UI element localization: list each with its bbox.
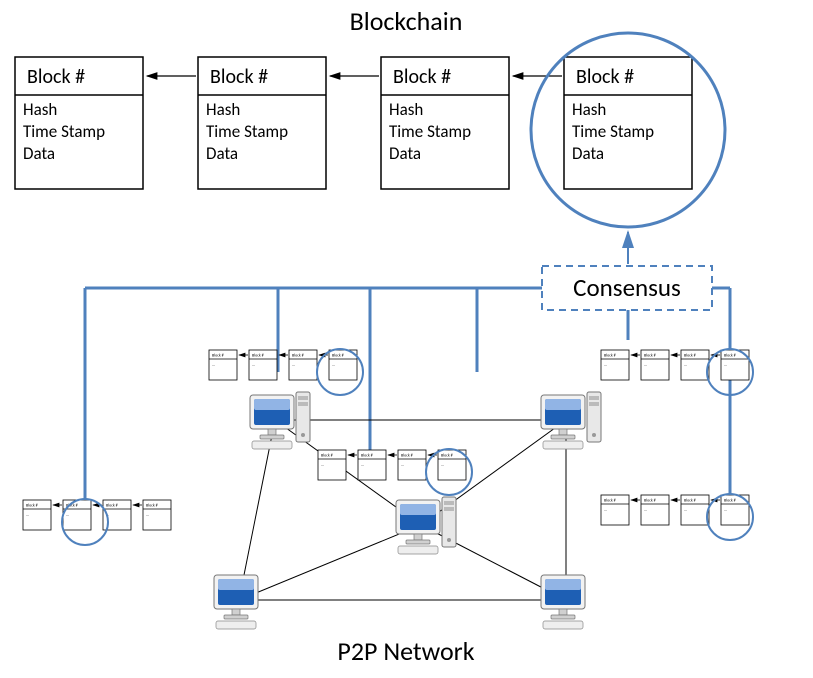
- svg-text:...: ...: [321, 463, 324, 468]
- svg-text:...: ...: [684, 508, 687, 513]
- svg-text:Block #: Block #: [441, 454, 453, 459]
- computer-icon: [541, 575, 585, 629]
- svg-text:...: ...: [361, 463, 364, 468]
- block-timestamp: Time Stamp: [572, 121, 654, 142]
- computer-icon: [250, 392, 310, 449]
- block-timestamp: Time Stamp: [206, 121, 288, 142]
- consensus-label: Consensus: [573, 272, 681, 303]
- svg-text:...: ...: [252, 363, 255, 368]
- svg-text:...: ...: [66, 513, 69, 518]
- svg-text:Block #: Block #: [361, 454, 373, 459]
- block: Block # HashTime StampData: [564, 57, 692, 189]
- svg-text:...: ...: [332, 363, 335, 368]
- mini-chain: Block #... Block #... Block #... Block #...: [318, 450, 466, 480]
- svg-text:...: ...: [604, 363, 607, 368]
- consensus-pipes: [85, 288, 730, 522]
- svg-text:Block #: Block #: [146, 504, 158, 509]
- svg-text:...: ...: [644, 363, 647, 368]
- svg-text:Block #: Block #: [321, 454, 333, 459]
- svg-text:...: ...: [212, 363, 215, 368]
- block-timestamp: Time Stamp: [389, 121, 471, 142]
- block-hash: Hash: [572, 99, 606, 120]
- diagram-canvas: BlockchainP2P NetworkBlock #HashTime Sta…: [0, 0, 813, 678]
- block-data: Data: [389, 143, 421, 164]
- block-data: Data: [206, 143, 238, 164]
- svg-text:...: ...: [604, 508, 607, 513]
- svg-text:...: ...: [26, 513, 29, 518]
- block-header: Block #: [576, 65, 634, 89]
- block-header: Block #: [27, 65, 85, 89]
- svg-text:...: ...: [724, 508, 727, 513]
- block-header: Block #: [210, 65, 268, 89]
- block-data: Data: [23, 143, 55, 164]
- svg-text:...: ...: [684, 363, 687, 368]
- mini-chain: Block #...Block #...Block #...Block #...: [23, 500, 171, 530]
- mini-chain: Block #... Block #... Block #... Block #...: [601, 350, 749, 380]
- svg-text:...: ...: [401, 463, 404, 468]
- block: Block # HashTime StampData: [15, 57, 143, 189]
- svg-text:...: ...: [644, 508, 647, 513]
- svg-text:Block #: Block #: [401, 454, 413, 459]
- svg-text:Block #: Block #: [604, 499, 616, 504]
- svg-text:Block #: Block #: [292, 354, 304, 359]
- svg-text:...: ...: [441, 463, 444, 468]
- block: Block # HashTime StampData: [381, 57, 509, 189]
- mini-chain: Block #... Block #... Block #... Block #...: [209, 350, 357, 380]
- block: Block # HashTime StampData: [198, 57, 326, 189]
- svg-text:Block #: Block #: [332, 354, 344, 359]
- block-timestamp: Time Stamp: [23, 121, 105, 142]
- block-hash: Hash: [206, 99, 240, 120]
- svg-text:Block #: Block #: [252, 354, 264, 359]
- block-hash: Hash: [23, 99, 57, 120]
- p2p-title: P2P Network: [337, 635, 474, 667]
- svg-text:Block #: Block #: [684, 354, 696, 359]
- svg-text:...: ...: [292, 363, 295, 368]
- svg-text:Block #: Block #: [644, 499, 656, 504]
- svg-text:Block #: Block #: [684, 499, 696, 504]
- svg-text:Block #: Block #: [212, 354, 224, 359]
- computer-icon: [541, 392, 601, 449]
- computer-icon: [214, 575, 258, 629]
- mini-chain: Block #... Block #... Block #... Block #...: [601, 495, 749, 525]
- svg-text:Block #: Block #: [26, 504, 38, 509]
- block-data: Data: [572, 143, 604, 164]
- block-header: Block #: [393, 65, 451, 89]
- svg-text:Block #: Block #: [724, 499, 736, 504]
- block-hash: Hash: [389, 99, 423, 120]
- blockchain-title: Blockchain: [350, 5, 463, 37]
- svg-text:...: ...: [146, 513, 149, 518]
- computer-icon: [396, 497, 456, 554]
- svg-text:Block #: Block #: [644, 354, 656, 359]
- svg-text:Block #: Block #: [106, 504, 118, 509]
- svg-text:Block #: Block #: [724, 354, 736, 359]
- svg-text:Block #: Block #: [604, 354, 616, 359]
- svg-text:...: ...: [724, 363, 727, 368]
